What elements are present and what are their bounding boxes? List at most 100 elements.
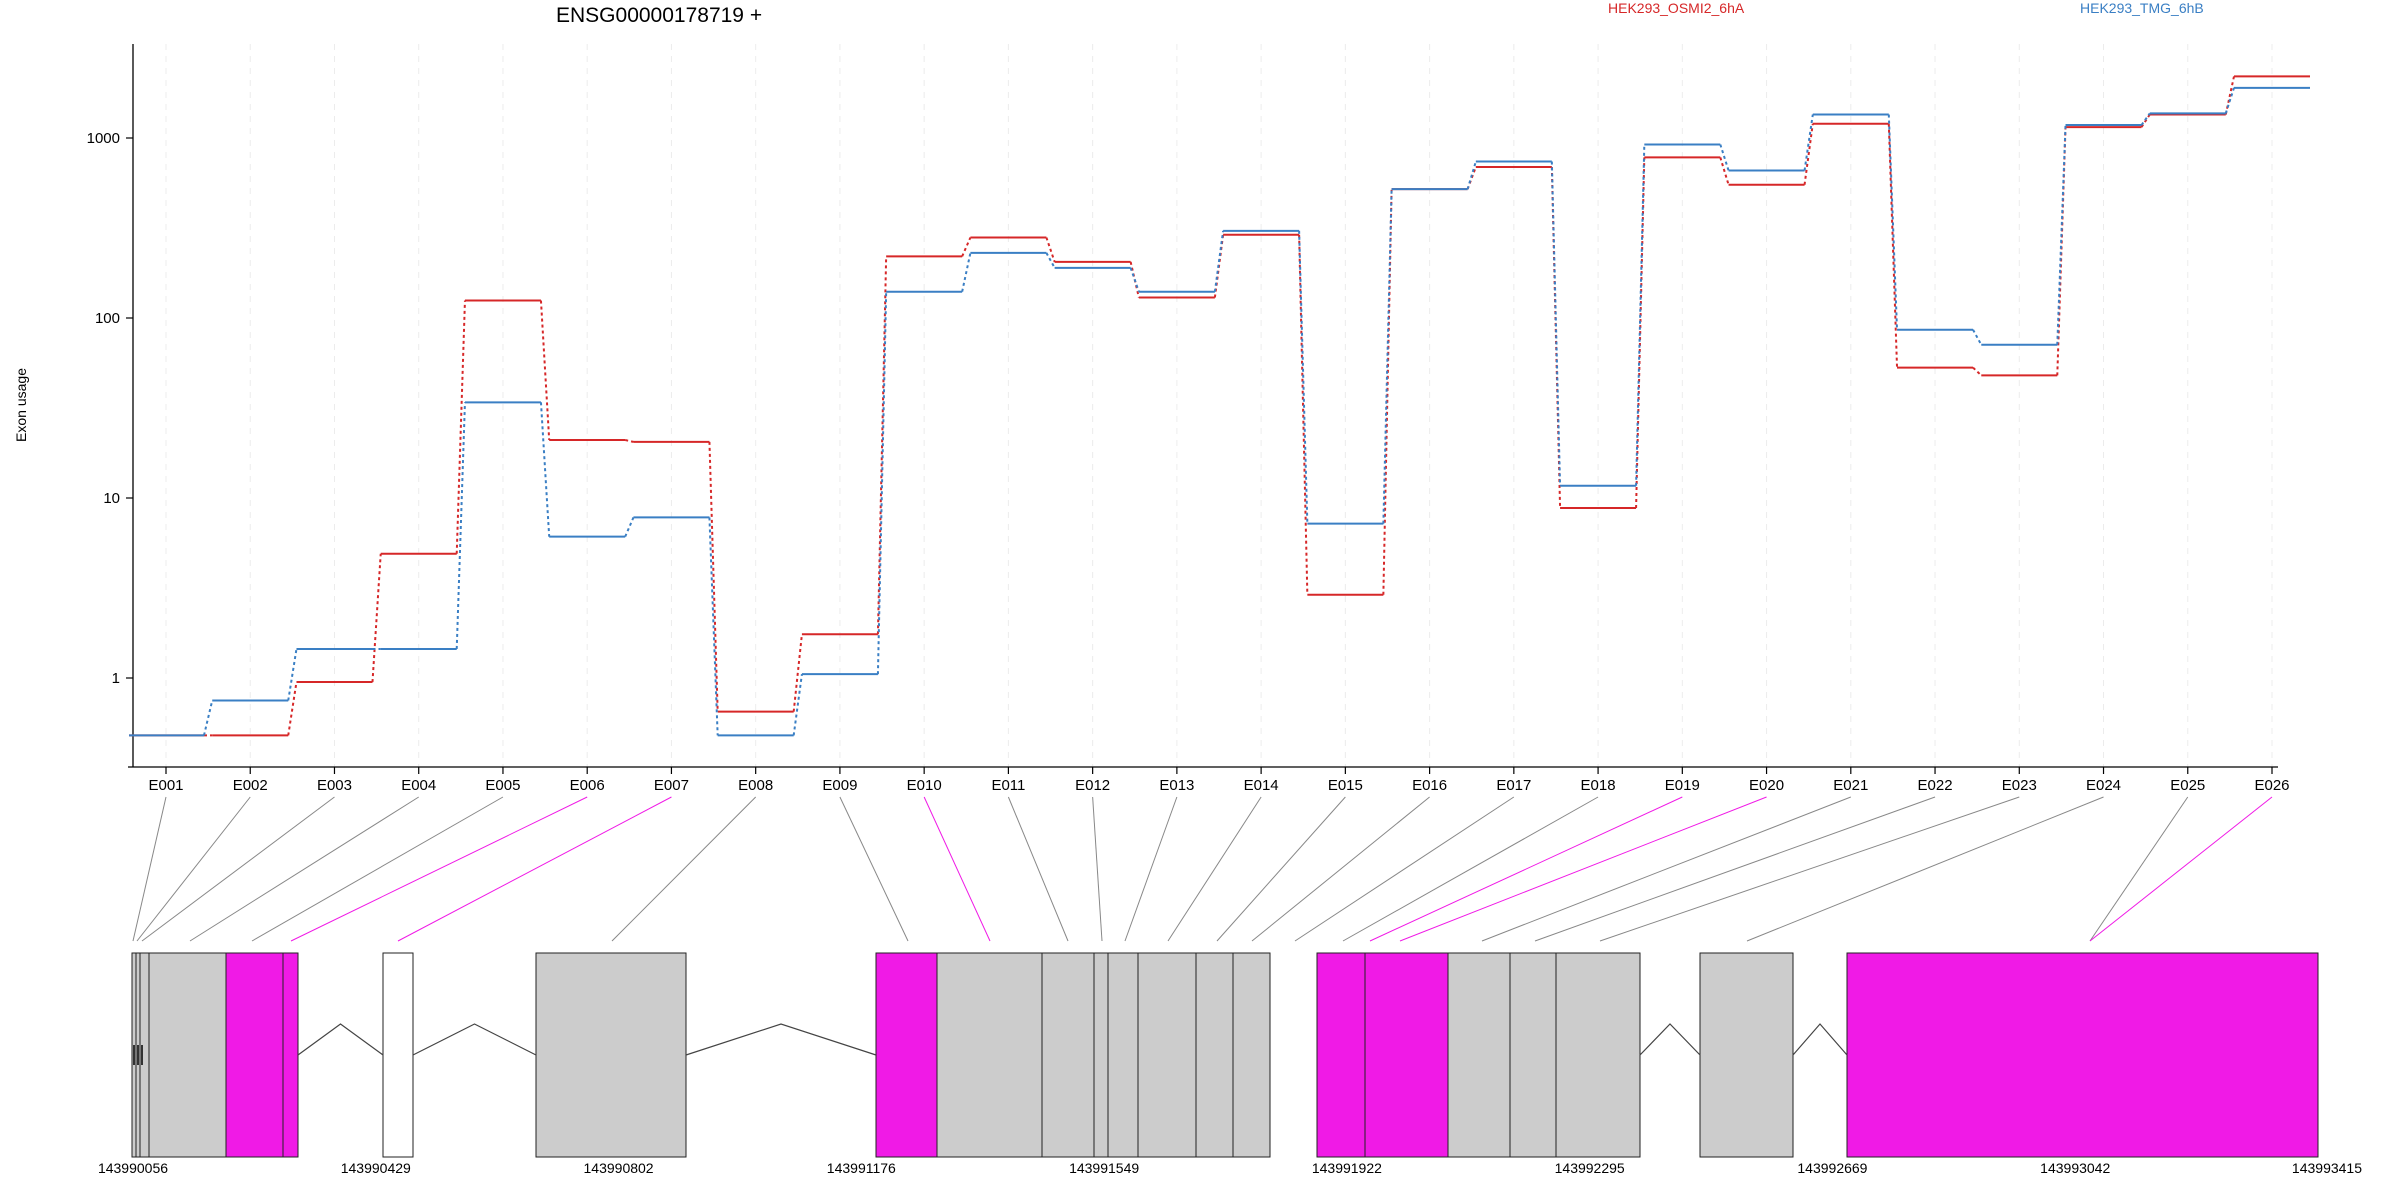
coordinate-label: 143992295 (1555, 1160, 1625, 1176)
series-connector (1466, 161, 1477, 190)
intron-line (685, 1023, 877, 1056)
exon-connector-line (1092, 796, 1103, 942)
series-connector (1719, 157, 1730, 186)
coordinate-label: 143990056 (98, 1160, 168, 1176)
series-connector (455, 402, 466, 649)
x-tick-label: E007 (654, 777, 689, 794)
exon-connector-line (1399, 796, 1767, 942)
x-tick-label: E023 (2002, 777, 2037, 794)
x-tick-label: E005 (485, 777, 520, 794)
y-tick-label: 10 (103, 490, 120, 507)
x-tick-label: E010 (907, 777, 942, 794)
series-connector (1298, 234, 1309, 595)
series-connector (287, 681, 298, 736)
exon-box (1364, 952, 1449, 1158)
x-tick-label: E026 (2254, 777, 2289, 794)
exon-connector-line (839, 796, 909, 942)
series-connector (1803, 123, 1814, 185)
series-connector (1719, 144, 1730, 171)
x-tick-label: E003 (317, 777, 352, 794)
series-connector (1045, 237, 1056, 263)
coordinate-label: 143991549 (1069, 1160, 1139, 1176)
exon-box (1137, 952, 1197, 1158)
grid-lines (165, 44, 2273, 767)
series-2 (129, 86, 2310, 737)
series-connector (2140, 112, 2151, 126)
exon-box (1846, 952, 2319, 1158)
x-tick-label: E017 (1496, 777, 1531, 794)
intron-line (412, 1023, 537, 1056)
series-connector (539, 300, 551, 441)
exon-box (382, 952, 414, 1158)
exon-connector-line (132, 796, 167, 942)
x-tick-label: E006 (570, 777, 605, 794)
exon-connector-line (2089, 796, 2189, 942)
series-connector (1382, 189, 1393, 595)
exon-box (1195, 952, 1234, 1158)
exon-box (936, 952, 1043, 1158)
series-connector (1213, 230, 1225, 292)
x-tick-label: E021 (1833, 777, 1868, 794)
exon-connector-line (1124, 796, 1178, 942)
exon-connector-line (1369, 796, 1683, 942)
exon-box (1093, 952, 1109, 1158)
exon-connector-line (1294, 796, 1515, 942)
coordinate-label: 143990802 (584, 1160, 654, 1176)
series-connector (624, 517, 635, 538)
series-connector (1129, 267, 1140, 293)
x-tick-label: E012 (1075, 777, 1110, 794)
x-tick-label: E019 (1665, 777, 1700, 794)
exon-connector-line (290, 796, 588, 942)
series-connector (203, 700, 214, 736)
series-connector (371, 553, 382, 683)
series-connector (287, 648, 298, 701)
series-connector (1887, 114, 1899, 330)
x-tick-label: E008 (738, 777, 773, 794)
exon-connector-line (1007, 796, 1069, 942)
coordinate-label: 143992669 (1797, 1160, 1867, 1176)
y-tick-label: 1000 (87, 130, 120, 147)
exon-connector-line (1167, 796, 1262, 942)
x-axis-ticks: E001 E002 E003 E004 E005 E006 E007 E008 E009 E010… (148, 767, 2290, 794)
exon-connector-line (611, 796, 757, 942)
series-connector (1887, 123, 1899, 368)
exon-connector-line (251, 796, 504, 942)
series-connector (708, 441, 719, 712)
exon-connector-line (923, 796, 991, 942)
exon-connectors (132, 796, 2273, 942)
exon-connector-line (136, 796, 251, 942)
exon-box (148, 952, 227, 1158)
y-axis-label: Exon usage (13, 368, 29, 442)
y-tick-label: 100 (95, 310, 120, 327)
series-connector (792, 674, 803, 736)
exon-box (1447, 952, 1511, 1158)
series-connector (1972, 329, 1983, 346)
exon-box (1316, 952, 1366, 1158)
x-tick-label: E024 (2086, 777, 2121, 794)
intron-line (297, 1023, 384, 1056)
series-connector (1635, 157, 1646, 509)
exon-box (1555, 952, 1641, 1158)
exon-connector-line (189, 796, 419, 942)
exon-box (225, 952, 284, 1158)
x-tick-label: E015 (1328, 777, 1363, 794)
exon-connector-line (397, 796, 672, 942)
x-tick-label: E004 (401, 777, 436, 794)
series-connector (1550, 161, 1562, 486)
x-tick-label: E013 (1159, 777, 1194, 794)
genomic-coordinate-labels: 143990056 143990429 143990802 143991176 1439… (98, 1160, 2362, 1176)
exon-connector-line (1599, 796, 2020, 942)
legend-entry-tmg: HEK293_TMG_6hB (2080, 0, 2204, 16)
series-connector (961, 252, 972, 292)
coordinate-label: 143993042 (2040, 1160, 2110, 1176)
exon-box (875, 952, 938, 1158)
series-connector (2140, 113, 2151, 128)
exon-connector-line (1534, 796, 1936, 942)
exon-box (1107, 952, 1139, 1158)
exon-box (282, 952, 299, 1158)
x-tick-label: E018 (1581, 777, 1616, 794)
series-connector (1466, 166, 1477, 190)
series-connector (876, 291, 888, 675)
series-connector (1635, 144, 1646, 486)
